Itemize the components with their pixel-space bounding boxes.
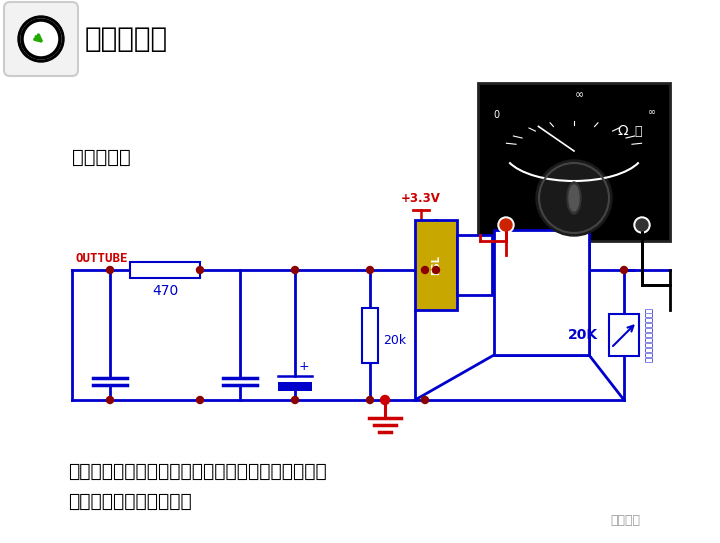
Bar [362,307,378,363]
Circle shape [634,217,650,233]
Circle shape [292,267,299,274]
Text: 20K: 20K [568,328,598,342]
Circle shape [366,396,374,403]
Circle shape [366,267,374,274]
Ellipse shape [569,185,579,211]
FancyBboxPatch shape [4,2,78,76]
Text: FSL: FSL [431,255,441,275]
Circle shape [197,396,204,403]
Text: 感温包接室内温度传感器: 感温包接室内温度传感器 [644,307,652,363]
Text: 停机需根据指示灯判断。: 停机需根据指示灯判断。 [68,492,192,511]
Bar [457,235,492,295]
Text: 0: 0 [493,110,499,120]
Text: ∞: ∞ [575,90,584,100]
Circle shape [421,267,428,274]
Circle shape [500,219,512,231]
Circle shape [18,16,64,62]
Bar [609,314,639,356]
Text: 470: 470 [152,284,178,298]
Text: ∞: ∞ [648,107,656,117]
Circle shape [107,267,114,274]
Circle shape [421,396,428,403]
Text: 档: 档 [634,125,642,138]
Circle shape [292,396,299,403]
Ellipse shape [567,182,581,214]
Circle shape [536,160,612,236]
Bar [494,230,589,355]
Circle shape [107,396,114,403]
Text: OUTTUBE: OUTTUBE [75,251,127,264]
Bar [278,382,312,391]
Circle shape [636,219,648,231]
Text: 常见元器件: 常见元器件 [85,25,168,53]
Bar [478,83,670,241]
Circle shape [621,267,628,274]
Bar [130,262,200,278]
Bar [415,220,457,310]
Circle shape [21,19,61,59]
Text: 感温包电路: 感温包电路 [72,148,131,167]
Circle shape [498,217,514,233]
Circle shape [433,267,439,274]
Text: 制冷百家: 制冷百家 [610,514,640,527]
Text: 开短路均有故障代码显示，阻值无异常，限频或保护: 开短路均有故障代码显示，阻值无异常，限频或保护 [68,462,327,481]
Text: +: + [299,361,310,374]
Circle shape [380,395,390,405]
Text: +3.3V: +3.3V [401,192,441,205]
Text: Ω: Ω [618,124,629,138]
Circle shape [197,267,204,274]
Text: 20k: 20k [383,333,406,346]
